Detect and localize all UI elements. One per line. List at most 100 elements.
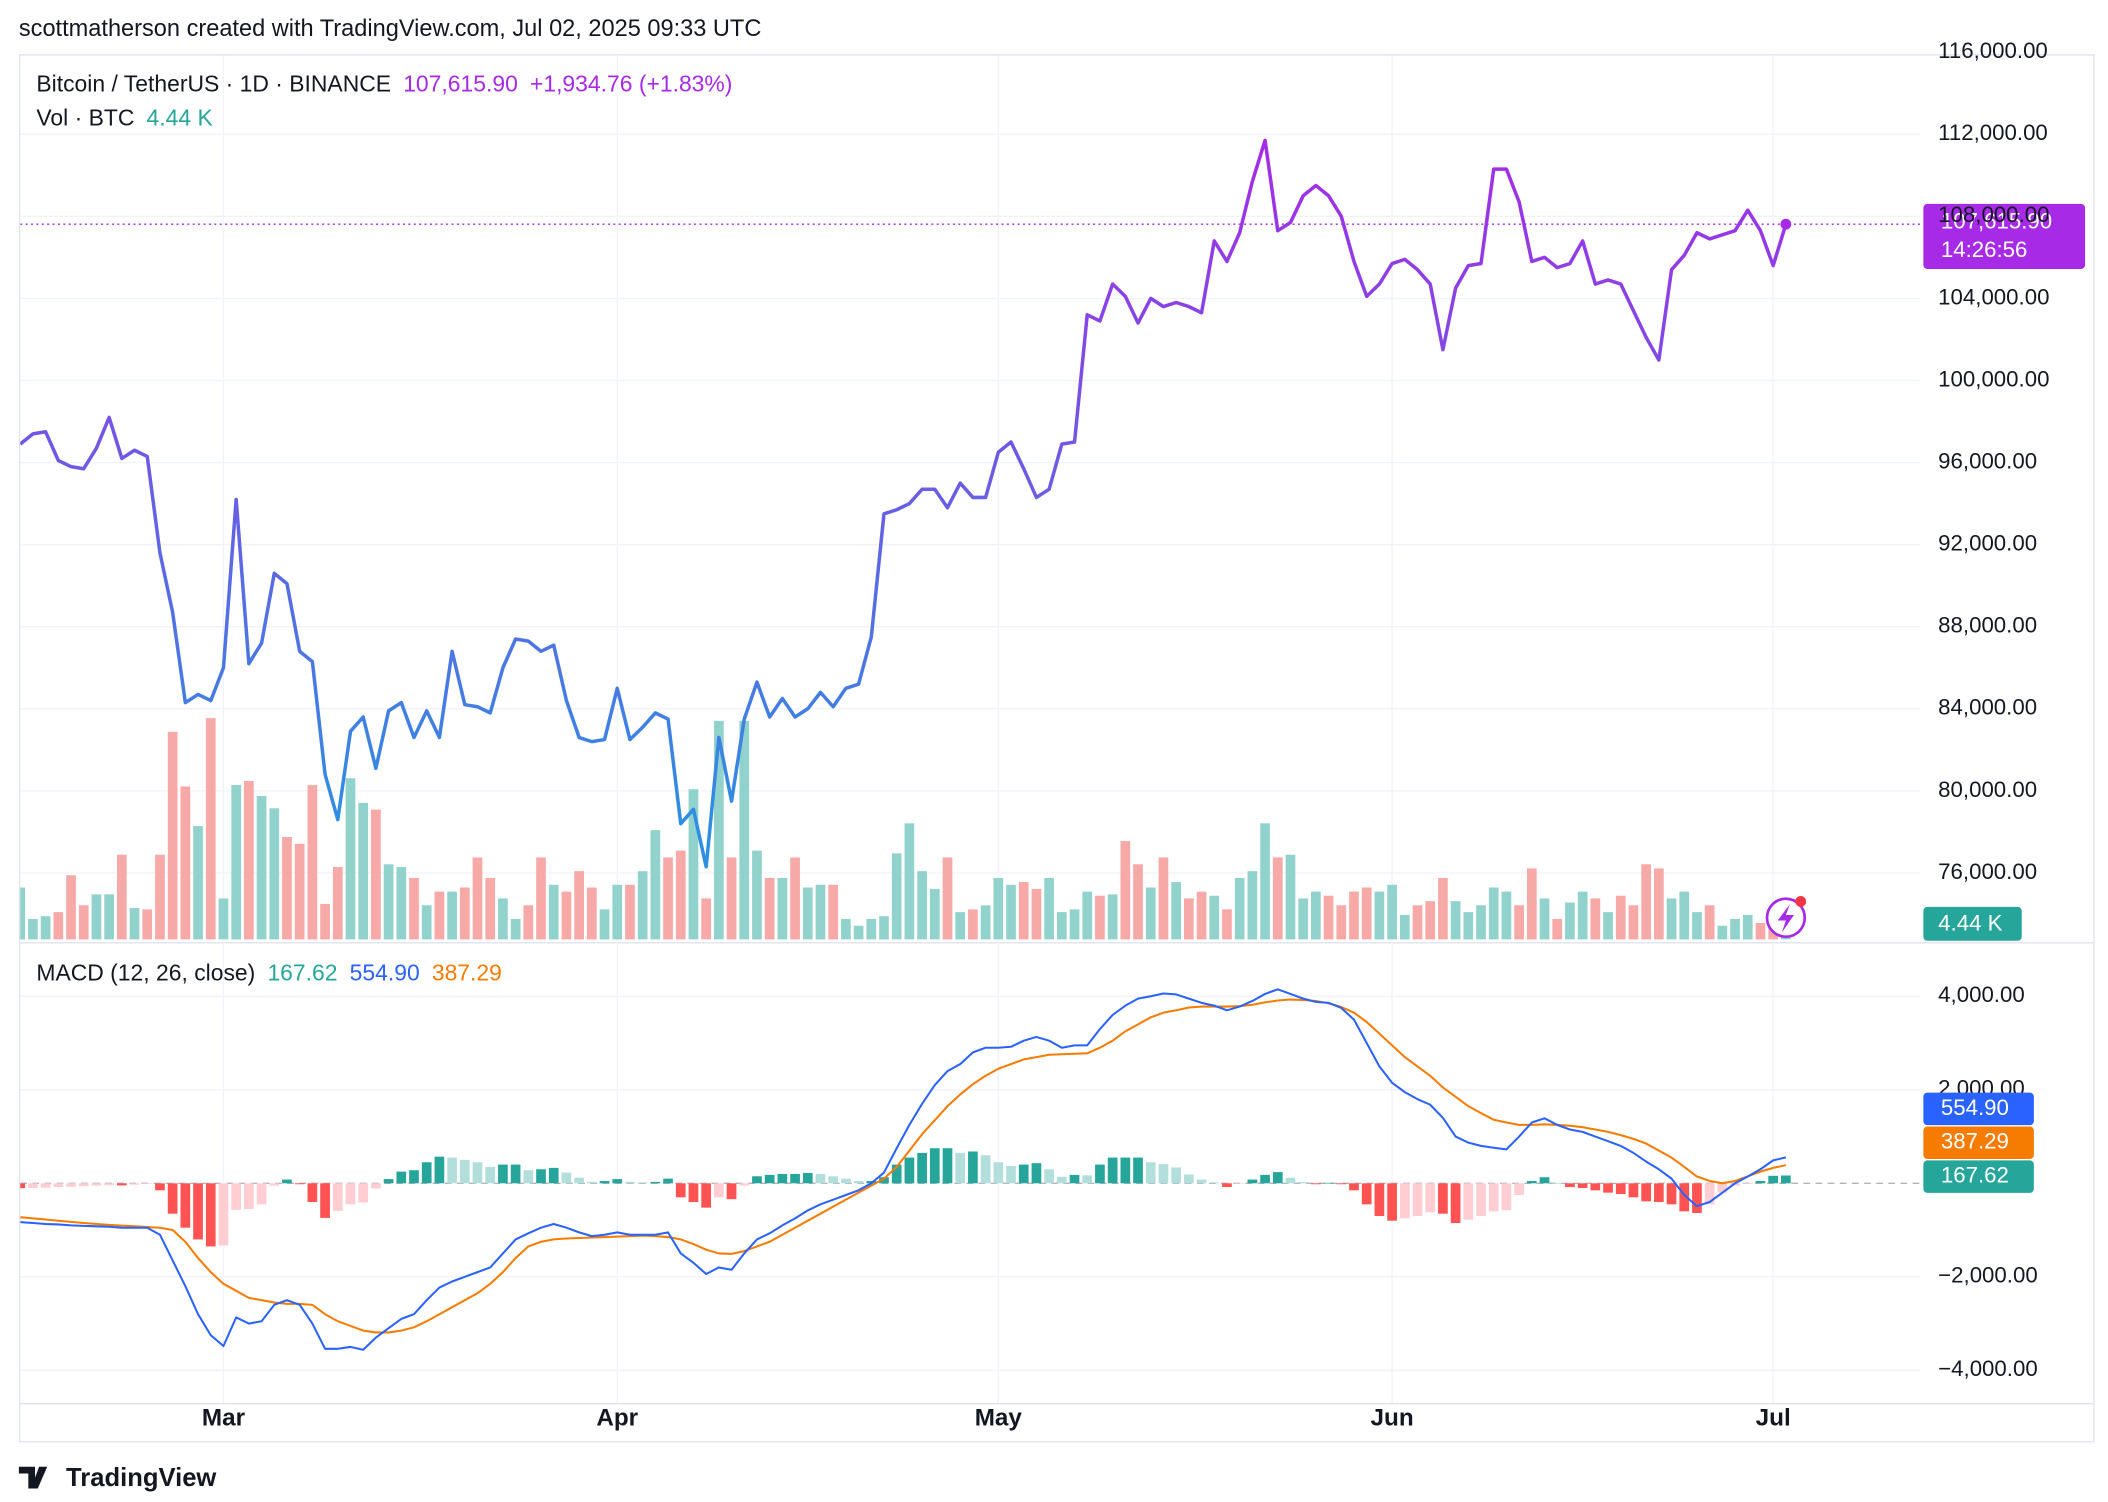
histogram-bar (421, 1162, 432, 1184)
volume-bar (1539, 898, 1550, 940)
histogram-bar (675, 1183, 686, 1198)
volume-bar (688, 789, 699, 940)
volume-bar (1666, 898, 1677, 940)
histogram-bar (472, 1162, 483, 1184)
volume-bar (841, 918, 851, 940)
volume-badge (1923, 906, 2022, 941)
header-text: scottmatherson created with TradingView.… (19, 16, 761, 42)
volume-title: Vol · BTC (36, 104, 134, 130)
histogram-bar (1399, 1183, 1410, 1219)
chart-frame (18, 54, 2095, 1443)
histogram-badge-label: 167.62 (1941, 1163, 2009, 1188)
volume-bar (1565, 902, 1575, 940)
histogram-bar (968, 1151, 978, 1184)
volume-bar (1133, 864, 1143, 940)
volume-bar (1552, 918, 1563, 940)
macd-badge (1923, 1092, 2034, 1126)
price-badge (1923, 203, 2086, 269)
volume-bar (1387, 884, 1397, 940)
symbol-title: Bitcoin / TetherUS · 1D · BINANCE (36, 70, 391, 96)
volume-bar (294, 843, 305, 940)
histogram-bar (1755, 1180, 1766, 1184)
volume-bar (1209, 895, 1220, 940)
volume-bar (155, 854, 165, 940)
histogram-bar (282, 1179, 292, 1184)
volume-legend: Vol · BTC 4.44 K (36, 104, 213, 130)
volume-bar (1742, 914, 1753, 940)
volume-bar (1450, 901, 1461, 940)
histogram-bar (294, 1183, 305, 1185)
volume-bar (574, 871, 584, 940)
histogram-bar (345, 1183, 356, 1205)
x-tick-label: May (975, 1405, 1023, 1432)
volume-bar (1349, 891, 1359, 940)
price-axis-layer: 76,000.00 80,000.00 84,000.00 88,000.00 92,0… (1938, 42, 2049, 884)
volume-bar (1361, 887, 1372, 940)
volume-bar (523, 905, 534, 940)
histogram-bar (790, 1173, 800, 1184)
histogram-bar (1171, 1167, 1182, 1184)
histogram-bar (91, 1183, 102, 1186)
volume-bar (28, 918, 38, 940)
histogram-bar (1311, 1183, 1321, 1185)
volume-bar (1653, 868, 1664, 940)
histogram-bar (358, 1183, 369, 1203)
volume-bar (20, 887, 26, 940)
volume-bar (993, 877, 1004, 940)
volume-bar (1628, 905, 1639, 940)
volume-bar (472, 857, 483, 940)
volume-bar (396, 867, 407, 940)
volume-bar (447, 891, 457, 940)
volume-bar (853, 925, 864, 940)
histogram-bar (599, 1180, 610, 1184)
histogram-bar (523, 1170, 534, 1184)
volume-bar (1158, 857, 1169, 940)
volume-bar (53, 912, 64, 940)
histogram-bar (1514, 1183, 1524, 1195)
histogram-bar (256, 1183, 267, 1205)
histogram-bar (1781, 1175, 1791, 1184)
histogram-bar (1438, 1183, 1448, 1214)
volume-bar (955, 912, 966, 940)
y-tick-label: 112,000.00 (1938, 120, 2048, 145)
volume-bar (891, 853, 902, 940)
y-tick-label: 92,000.00 (1938, 530, 2037, 555)
histogram-bar (1145, 1162, 1156, 1184)
volume-bar (650, 830, 661, 940)
histogram-bar (434, 1156, 445, 1184)
histogram-bar (1450, 1183, 1461, 1224)
volume-bar (167, 731, 178, 940)
histogram-bar (701, 1183, 712, 1208)
volume-bar (637, 871, 648, 940)
volume-bar (1311, 891, 1321, 940)
histogram-bar (663, 1178, 673, 1184)
histogram-bar (574, 1177, 584, 1184)
macd-legend: MACD (12, 26, close) 167.62 554.90 387.29 (36, 960, 502, 986)
histogram-bar (726, 1183, 737, 1200)
histogram-bar (498, 1164, 508, 1184)
volume-bar (968, 909, 978, 940)
histogram-bar (612, 1179, 623, 1184)
histogram-bar (1323, 1182, 1334, 1184)
histogram-bar (917, 1152, 927, 1184)
histogram-bar (371, 1183, 381, 1189)
volume-bar (434, 891, 445, 940)
last-price-dot (1780, 218, 1792, 230)
volume-bar (1285, 854, 1296, 940)
volume-bar (256, 795, 267, 940)
volume-bar (1399, 914, 1410, 940)
volume-bar (218, 898, 229, 940)
volume-badge-label: 4.44 K (1938, 910, 2002, 935)
histogram-bar (485, 1166, 496, 1184)
histogram-bar (1463, 1183, 1474, 1220)
histogram-bar (1666, 1183, 1677, 1205)
histogram-bar (1641, 1183, 1651, 1202)
volume-bar (866, 918, 877, 940)
macd-layer (20, 988, 1921, 1351)
volume-bar (1006, 884, 1016, 940)
histogram-bar (396, 1171, 407, 1184)
volume-bar (78, 905, 89, 940)
alert-icon[interactable] (1765, 896, 1807, 939)
volume-bar (752, 850, 762, 940)
